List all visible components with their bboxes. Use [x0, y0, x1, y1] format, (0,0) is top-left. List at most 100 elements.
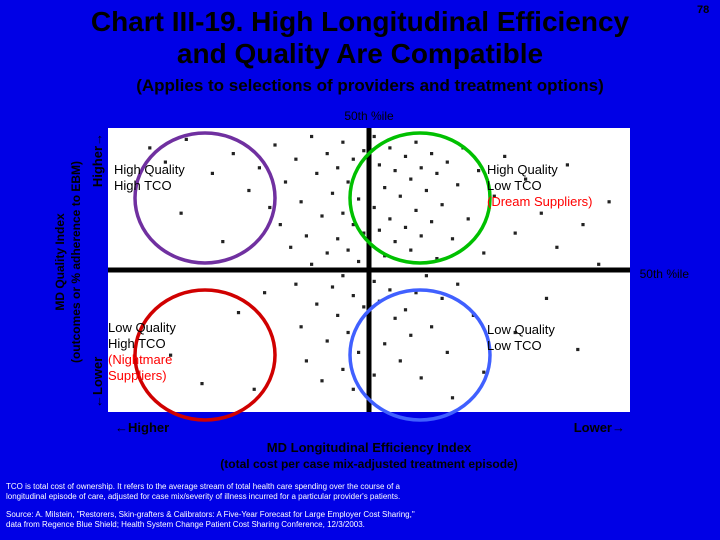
quadrant-circle-top-right	[348, 131, 492, 265]
data-point	[393, 240, 397, 244]
data-point	[445, 160, 449, 164]
data-point	[252, 387, 256, 391]
quadrant-highlight-top-right-line-1: (Dream Suppliers)	[487, 194, 592, 209]
data-point	[169, 353, 173, 357]
y-axis-title: MD Quality Index	[53, 213, 67, 311]
data-point	[403, 308, 408, 312]
data-point	[377, 163, 381, 167]
x-reference-label: 50th %ile	[344, 109, 394, 123]
data-point	[247, 188, 251, 193]
data-point	[419, 376, 423, 380]
quadrant-label-bottom-right-line-1: Low Quality	[487, 322, 555, 337]
data-point	[576, 347, 580, 352]
y-axis-top-label: Higher→	[90, 133, 105, 187]
data-point	[304, 234, 308, 238]
data-point	[372, 205, 376, 210]
data-point	[200, 382, 204, 386]
data-point	[330, 285, 335, 289]
data-point	[482, 370, 486, 374]
data-point	[184, 137, 188, 141]
data-point	[310, 134, 314, 139]
data-point	[539, 211, 543, 215]
quadrant-label-bottom-left-line-1: Low Quality	[108, 320, 176, 335]
data-point	[456, 282, 460, 286]
data-point	[341, 211, 345, 215]
data-point	[524, 177, 528, 181]
data-point	[482, 251, 486, 255]
page-number: 78	[697, 4, 710, 16]
data-point	[414, 208, 418, 212]
source-footnote: Source: A. Milstein, "Restorers, Skin-gr…	[6, 510, 566, 530]
data-point	[294, 282, 298, 286]
data-point	[419, 166, 423, 170]
data-point	[330, 191, 335, 195]
data-point	[304, 359, 308, 363]
quadrant-circle-bottom-left	[133, 288, 277, 422]
data-point	[450, 396, 455, 400]
y-axis-subtitle: (outcomes or % adherence to EBM)	[69, 161, 83, 363]
tco-footnote: TCO is total cost of ownership. It refer…	[6, 482, 566, 502]
y-axis-bottom-label: ←Lower	[90, 357, 105, 408]
data-point	[607, 200, 611, 204]
quadrant-label-top-left-line-1: High Quality	[114, 162, 185, 177]
data-point	[315, 302, 319, 306]
data-point	[163, 160, 167, 164]
data-point	[320, 379, 324, 383]
data-point	[466, 217, 470, 221]
data-point	[513, 330, 517, 335]
data-point	[372, 279, 376, 283]
data-point	[336, 313, 340, 317]
data-point	[440, 203, 444, 207]
data-point	[372, 373, 376, 377]
data-point	[430, 325, 434, 329]
data-point	[351, 387, 355, 391]
data-point	[294, 157, 298, 161]
data-point	[414, 291, 418, 295]
data-point	[341, 367, 345, 371]
data-point	[210, 171, 214, 175]
quadrant-label-top-right-line-2: Low TCO	[487, 178, 542, 193]
data-point	[310, 262, 314, 266]
quadrant-circle-bottom-right	[348, 288, 492, 422]
data-point	[341, 140, 345, 144]
data-point	[393, 169, 397, 173]
data-point	[377, 228, 381, 232]
data-point	[445, 350, 449, 354]
data-point	[148, 146, 152, 150]
x-axis-title: MD Longitudinal Efficiency Index	[267, 440, 472, 455]
data-point	[283, 180, 288, 184]
data-point	[362, 231, 366, 235]
data-point	[325, 152, 329, 156]
data-point	[435, 171, 439, 175]
data-point	[409, 333, 413, 337]
data-point	[346, 330, 350, 335]
data-point	[403, 225, 408, 229]
quadrant-circle-top-left	[133, 131, 277, 265]
data-point	[383, 186, 387, 190]
data-point	[581, 223, 585, 227]
data-point	[320, 214, 324, 218]
data-point	[477, 169, 481, 173]
data-point	[398, 194, 402, 198]
quadrant-label-bottom-left-line-2: High TCO	[108, 336, 166, 351]
chart-subtitle: (Applies to selections of providers and …	[136, 76, 604, 95]
title-line-1: Chart III-19. High Longitudinal Efficien…	[90, 6, 630, 37]
title-line-2: and Quality Are Compatible	[176, 38, 544, 69]
data-point	[555, 245, 559, 249]
quadrant-label-bottom-right-line-2: Low TCO	[487, 338, 542, 353]
data-point	[544, 296, 549, 300]
data-point	[383, 342, 387, 346]
quadrant-highlight-bottom-left-line-1: (Nightmare	[108, 352, 172, 367]
data-point	[403, 154, 408, 158]
data-point	[341, 274, 345, 278]
data-point	[357, 350, 361, 354]
data-point	[325, 251, 329, 255]
data-point	[351, 223, 355, 227]
data-point	[503, 154, 507, 158]
data-point	[388, 288, 392, 292]
data-point	[450, 237, 455, 241]
data-point	[268, 205, 272, 210]
x-axis-right-label: Lower→	[574, 420, 625, 435]
data-point	[414, 140, 418, 144]
data-point	[388, 217, 392, 221]
